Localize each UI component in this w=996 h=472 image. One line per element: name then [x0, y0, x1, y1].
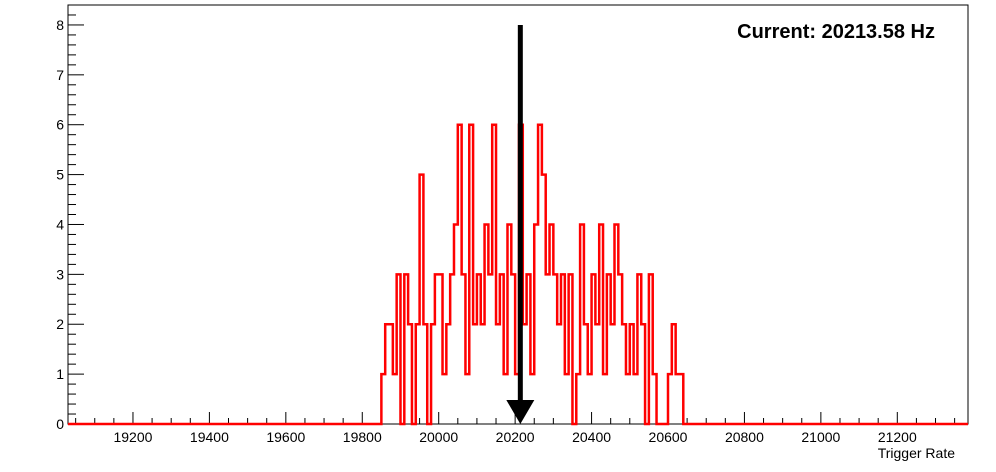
x-tick-label: 19800	[343, 429, 382, 445]
x-tick-label: 21000	[801, 429, 840, 445]
histogram-series	[68, 123, 968, 426]
x-tick-label: 20800	[725, 429, 764, 445]
x-tick-label: 20400	[572, 429, 611, 445]
y-tick-label: 7	[56, 67, 64, 83]
y-axis-tick-labels: 0 1 2 3 4 5 6 7 8	[56, 17, 64, 432]
x-tick-label: 20000	[419, 429, 458, 445]
x-tick-label: 21200	[878, 429, 917, 445]
x-tick-label: 19400	[190, 429, 229, 445]
current-rate-annotation: Current: 20213.58 Hz	[737, 21, 935, 43]
x-tick-label: 19600	[266, 429, 305, 445]
y-tick-label: 1	[56, 366, 64, 382]
y-tick-label: 3	[56, 266, 64, 282]
x-axis-tick-labels: 19200 19400 19600 19800 20000 20200 20400 20600…	[113, 429, 916, 445]
y-tick-label: 4	[56, 216, 64, 232]
y-tick-label: 2	[56, 316, 64, 332]
y-tick-label: 5	[56, 167, 64, 183]
y-tick-label: 6	[56, 117, 64, 133]
x-axis-title: Trigger Rate	[878, 445, 956, 461]
marker-arrowhead	[506, 400, 535, 424]
x-tick-label: 20600	[649, 429, 688, 445]
current-rate-marker	[506, 24, 535, 424]
y-tick-label: 0	[56, 416, 64, 432]
x-tick-label: 20200	[496, 429, 535, 445]
x-tick-label: 19200	[113, 429, 152, 445]
y-tick-label: 8	[56, 17, 64, 33]
histogram-outline	[68, 123, 968, 426]
